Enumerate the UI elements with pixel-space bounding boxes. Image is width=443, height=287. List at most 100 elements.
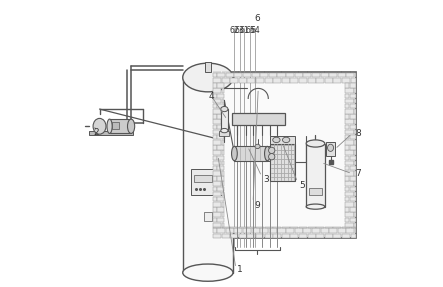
Bar	[350, 135, 356, 139]
Bar	[213, 234, 221, 238]
Text: 1: 1	[237, 265, 243, 274]
Ellipse shape	[93, 119, 106, 134]
Bar	[282, 234, 290, 238]
Bar	[346, 207, 349, 212]
Bar	[307, 78, 315, 83]
Bar	[222, 202, 224, 207]
Bar	[260, 73, 268, 77]
Bar	[243, 228, 251, 233]
Bar	[247, 78, 255, 83]
Ellipse shape	[128, 119, 135, 133]
Bar	[217, 114, 224, 119]
Bar	[222, 78, 229, 83]
Bar	[346, 145, 349, 150]
Bar	[213, 181, 221, 186]
Bar	[217, 166, 224, 170]
Ellipse shape	[216, 176, 221, 183]
Text: 62: 62	[229, 26, 239, 35]
Bar	[213, 104, 217, 108]
Bar	[243, 73, 251, 77]
Bar	[222, 181, 224, 186]
Bar	[194, 175, 212, 182]
Bar	[213, 125, 217, 129]
Bar	[217, 73, 225, 77]
Ellipse shape	[273, 137, 280, 143]
Bar	[213, 114, 217, 119]
Bar	[346, 161, 354, 165]
Bar	[217, 145, 224, 150]
Bar	[282, 227, 290, 228]
Bar	[219, 131, 229, 136]
Bar	[109, 119, 131, 133]
Bar	[346, 109, 354, 114]
Text: 2: 2	[94, 127, 99, 137]
Bar	[346, 228, 354, 233]
Bar	[351, 78, 356, 83]
Bar	[325, 227, 333, 228]
Bar	[299, 227, 307, 228]
Bar	[303, 73, 311, 77]
Bar	[346, 125, 349, 129]
Bar	[217, 125, 224, 129]
Bar	[183, 77, 233, 273]
Bar	[346, 99, 354, 103]
Bar	[355, 73, 356, 77]
Bar	[354, 161, 356, 165]
Bar	[213, 228, 217, 233]
Bar	[350, 176, 356, 181]
Bar	[239, 234, 247, 238]
Bar	[354, 171, 356, 176]
Bar	[230, 227, 238, 228]
Bar	[269, 73, 277, 77]
Bar	[286, 228, 294, 233]
Bar	[213, 83, 217, 88]
Ellipse shape	[221, 106, 228, 112]
Bar	[217, 207, 224, 212]
Bar	[217, 228, 225, 233]
Bar	[346, 202, 354, 207]
Bar	[270, 136, 295, 144]
Ellipse shape	[232, 146, 237, 161]
Bar	[290, 78, 299, 83]
Ellipse shape	[107, 119, 112, 133]
Bar	[222, 223, 224, 227]
Bar	[205, 62, 211, 72]
Bar	[295, 73, 303, 77]
Bar	[350, 197, 356, 201]
Bar	[222, 212, 224, 217]
Bar	[312, 228, 320, 233]
Bar	[252, 228, 260, 233]
Bar	[213, 192, 221, 196]
Bar	[217, 83, 224, 88]
Bar	[350, 114, 356, 119]
Bar	[222, 119, 224, 124]
Ellipse shape	[221, 128, 228, 133]
Bar	[222, 130, 224, 134]
Bar	[346, 119, 354, 124]
Bar	[316, 78, 324, 83]
Bar	[329, 228, 337, 233]
Bar	[269, 228, 277, 233]
Bar	[252, 73, 260, 77]
Bar	[295, 228, 303, 233]
Bar	[354, 130, 356, 134]
Bar	[213, 223, 221, 227]
Bar	[290, 227, 299, 228]
Ellipse shape	[306, 204, 325, 209]
Bar	[213, 88, 221, 93]
Bar	[247, 227, 255, 228]
Bar	[213, 187, 217, 191]
Bar	[213, 145, 217, 150]
Bar	[213, 73, 217, 77]
Bar	[306, 144, 325, 207]
Bar	[232, 113, 285, 125]
Bar	[273, 234, 281, 238]
Bar	[222, 99, 224, 103]
Bar	[334, 227, 342, 228]
Ellipse shape	[283, 137, 290, 143]
Bar	[334, 234, 342, 238]
Bar	[213, 156, 217, 160]
Bar	[222, 150, 224, 155]
Bar	[350, 156, 356, 160]
Bar	[266, 146, 277, 161]
